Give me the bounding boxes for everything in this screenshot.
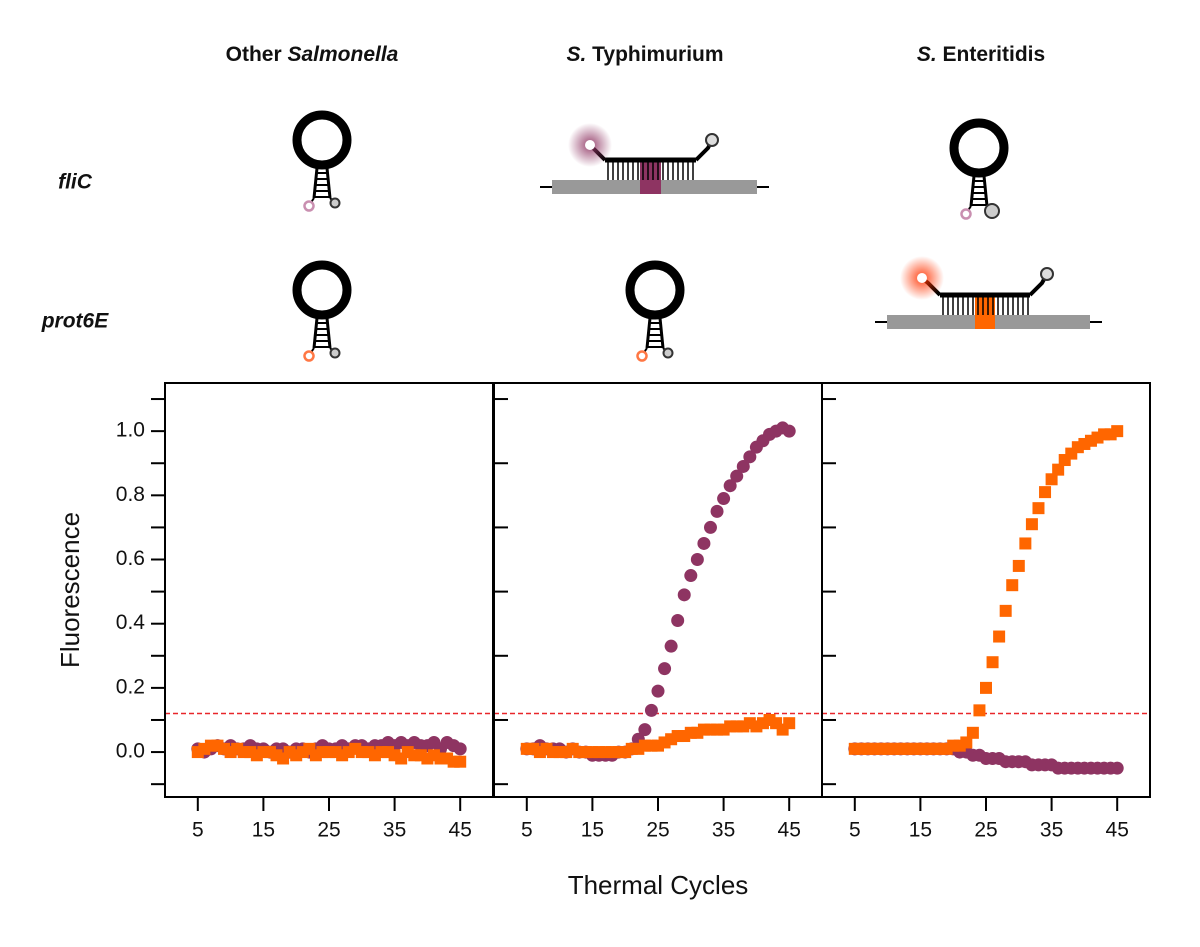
fluorophore: [585, 140, 595, 150]
x-tick-label: 45: [449, 819, 472, 842]
x-tick-label: 5: [192, 819, 204, 842]
header-part: S.: [917, 43, 937, 66]
quencher: [705, 133, 719, 147]
data-point: [710, 504, 724, 518]
row-label: prot6E: [41, 310, 110, 333]
fluorophore: [303, 350, 315, 362]
x-tick-label: 45: [778, 819, 801, 842]
x-tick-label: 15: [581, 819, 604, 842]
data-point: [783, 717, 796, 730]
target-site: [975, 293, 995, 329]
plot-frame: [821, 382, 1151, 798]
header-part: Other: [226, 43, 288, 66]
y-tick-label: 0.6: [116, 547, 145, 570]
y-axis-label: Fluorescence: [55, 512, 85, 668]
data-point: [697, 536, 711, 550]
y-tick-label: 1.0: [116, 419, 145, 442]
x-tick-label: 25: [317, 819, 340, 842]
data-point: [453, 742, 467, 756]
x-tick-label: 15: [909, 819, 932, 842]
fluorophore: [960, 208, 972, 220]
data-point: [664, 639, 678, 653]
beacon-loop: [292, 110, 352, 170]
data-point: [1052, 463, 1065, 476]
target-site: [640, 158, 661, 194]
data-point: [999, 604, 1012, 617]
header-part: Enteritidis: [937, 43, 1046, 66]
data-point: [1110, 761, 1124, 775]
x-tick-label: 5: [849, 819, 861, 842]
x-tick-label: 35: [712, 819, 735, 842]
data-point: [782, 424, 796, 438]
beacon-loop: [625, 260, 685, 320]
data-point: [684, 569, 698, 583]
data-point: [1039, 486, 1052, 499]
data-point: [658, 662, 672, 676]
data-point: [723, 479, 737, 493]
x-tick-label: 5: [521, 819, 533, 842]
quencher: [984, 203, 1000, 219]
data-point: [1019, 537, 1032, 550]
x-tick-label: 45: [1106, 819, 1129, 842]
data-point: [743, 450, 757, 464]
quencher: [329, 347, 341, 359]
fluorophore: [636, 350, 648, 362]
x-tick-label: 25: [974, 819, 997, 842]
y-tick-label: 0.2: [116, 675, 145, 698]
data-point: [980, 681, 992, 694]
y-tick-label: 0.0: [116, 740, 145, 763]
row-label: fliC: [58, 171, 93, 194]
data-point: [1111, 425, 1124, 438]
y-tick-label: 0.8: [116, 483, 145, 506]
fluorophore: [303, 200, 315, 212]
header-part: Typhimurium: [586, 43, 723, 66]
data-point: [986, 656, 999, 669]
data-point: [993, 630, 1006, 643]
data-point: [703, 520, 717, 534]
header-part: Salmonella: [287, 43, 398, 66]
beacon-loop: [292, 260, 352, 320]
data-point: [644, 703, 658, 717]
fluorophore: [917, 273, 927, 283]
data-point: [960, 736, 973, 749]
data-point: [1006, 579, 1019, 592]
data-point: [651, 684, 665, 698]
header-part: S.: [566, 43, 586, 66]
x-axis-label: Thermal Cycles: [568, 870, 749, 900]
column-header: S. Typhimurium: [566, 43, 723, 66]
data-point: [736, 459, 750, 473]
data-point: [966, 726, 979, 739]
data-point: [638, 723, 652, 737]
data-point: [973, 704, 986, 717]
data-point: [1025, 518, 1038, 531]
plot-frame: [164, 382, 494, 798]
quencher: [662, 347, 674, 359]
x-tick-label: 25: [646, 819, 669, 842]
data-point: [690, 553, 704, 567]
data-point: [671, 613, 685, 627]
quencher: [329, 197, 341, 209]
plot-frame: [493, 382, 823, 798]
data-point: [677, 588, 691, 602]
x-tick-label: 35: [1040, 819, 1063, 842]
quencher: [1040, 267, 1054, 281]
data-point: [1032, 502, 1045, 515]
y-tick-label: 0.4: [116, 611, 146, 634]
x-tick-label: 35: [383, 819, 406, 842]
x-tick-label: 15: [252, 819, 275, 842]
column-header: Other Salmonella: [226, 43, 399, 66]
data-point: [717, 492, 731, 506]
data-point: [730, 469, 744, 483]
data-point: [1012, 559, 1025, 572]
data-point: [1045, 473, 1058, 486]
column-header: S. Enteritidis: [917, 43, 1045, 66]
beacon-loop: [949, 118, 1009, 178]
data-point: [454, 755, 467, 768]
